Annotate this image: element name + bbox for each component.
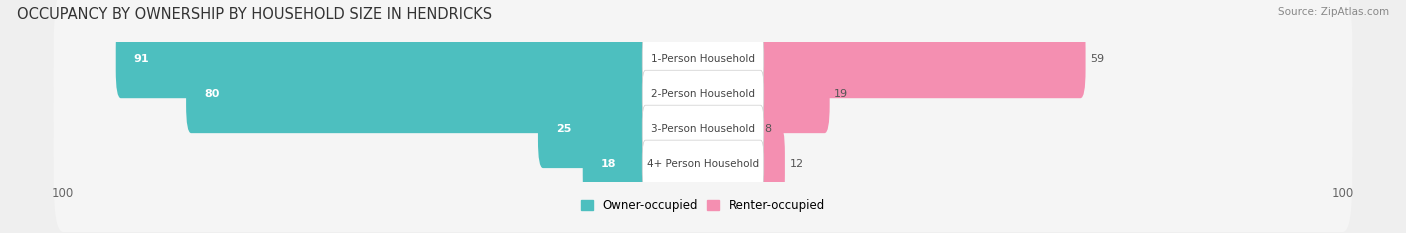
FancyBboxPatch shape <box>53 27 1353 162</box>
FancyBboxPatch shape <box>697 90 759 168</box>
Text: 12: 12 <box>789 159 803 169</box>
Text: 8: 8 <box>763 124 770 134</box>
FancyBboxPatch shape <box>697 21 1085 98</box>
Text: 1-Person Household: 1-Person Household <box>651 55 755 64</box>
FancyBboxPatch shape <box>53 0 1353 127</box>
FancyBboxPatch shape <box>643 105 763 153</box>
Text: 59: 59 <box>1090 55 1104 64</box>
FancyBboxPatch shape <box>53 96 1353 232</box>
FancyBboxPatch shape <box>53 62 1353 197</box>
FancyBboxPatch shape <box>538 90 709 168</box>
FancyBboxPatch shape <box>115 21 709 98</box>
Text: Source: ZipAtlas.com: Source: ZipAtlas.com <box>1278 7 1389 17</box>
Text: 25: 25 <box>555 124 571 134</box>
Text: 80: 80 <box>204 89 219 99</box>
Text: OCCUPANCY BY OWNERSHIP BY HOUSEHOLD SIZE IN HENDRICKS: OCCUPANCY BY OWNERSHIP BY HOUSEHOLD SIZE… <box>17 7 492 22</box>
FancyBboxPatch shape <box>186 55 709 133</box>
Text: 2-Person Household: 2-Person Household <box>651 89 755 99</box>
FancyBboxPatch shape <box>697 55 830 133</box>
Text: 19: 19 <box>834 89 848 99</box>
FancyBboxPatch shape <box>643 35 763 83</box>
FancyBboxPatch shape <box>582 125 709 203</box>
FancyBboxPatch shape <box>697 125 785 203</box>
FancyBboxPatch shape <box>643 70 763 118</box>
Text: 4+ Person Household: 4+ Person Household <box>647 159 759 169</box>
Text: 18: 18 <box>600 159 616 169</box>
FancyBboxPatch shape <box>643 140 763 188</box>
Text: 3-Person Household: 3-Person Household <box>651 124 755 134</box>
Legend: Owner-occupied, Renter-occupied: Owner-occupied, Renter-occupied <box>581 199 825 212</box>
Text: 91: 91 <box>134 55 149 64</box>
